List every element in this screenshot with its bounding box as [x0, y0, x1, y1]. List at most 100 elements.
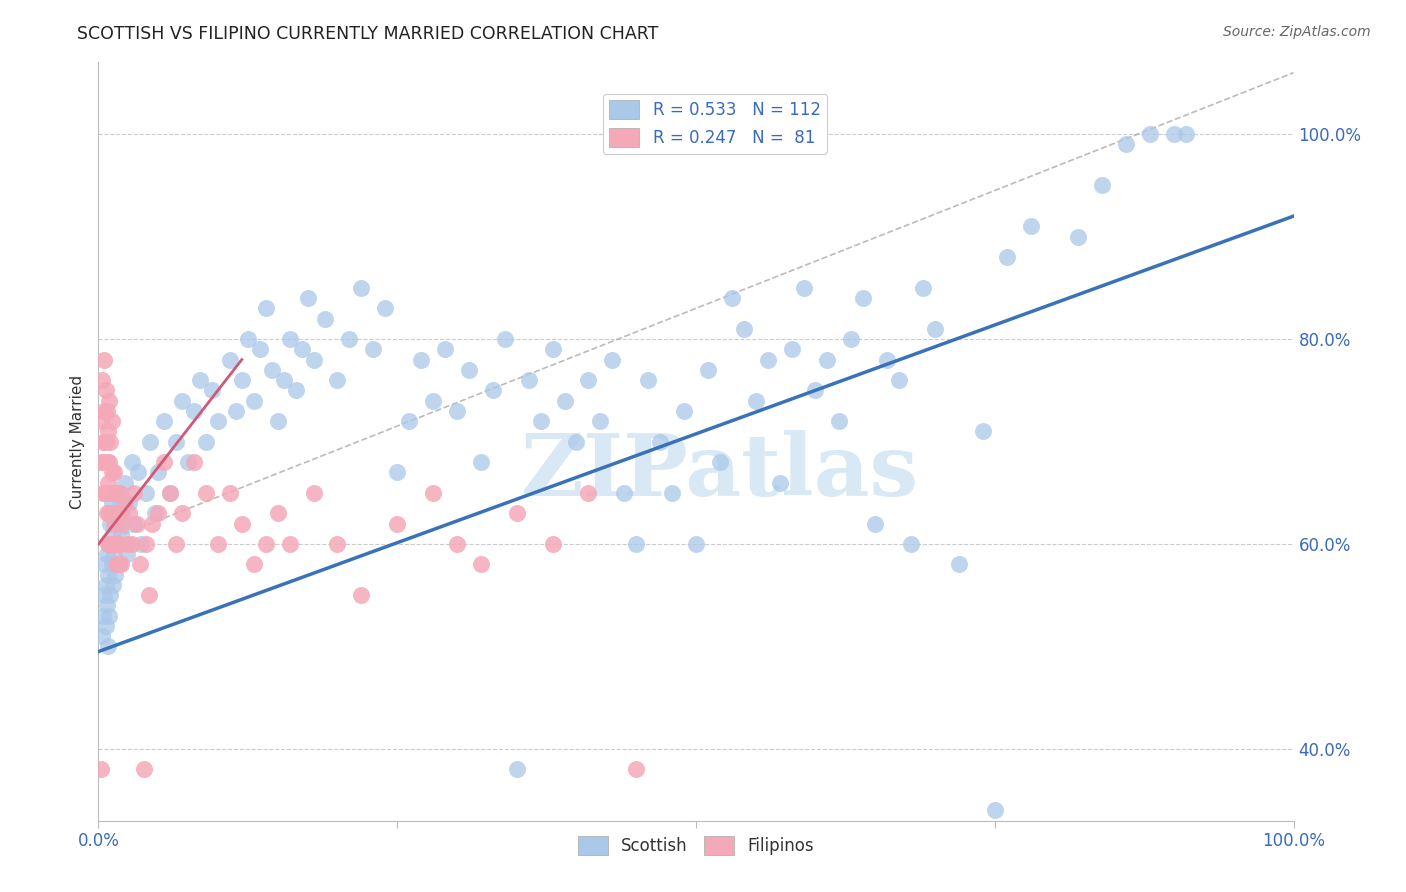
Point — [804, 384, 827, 398]
Point — [100, 506, 122, 520]
Point — [225, 404, 247, 418]
Point — [195, 485, 218, 500]
Point — [446, 537, 468, 551]
Point — [458, 363, 481, 377]
Point — [94, 485, 117, 500]
Point — [165, 537, 187, 551]
Point — [105, 506, 128, 520]
Point — [273, 373, 295, 387]
Point — [326, 537, 349, 551]
Point — [541, 343, 564, 357]
Point — [243, 558, 266, 572]
Point — [143, 506, 166, 520]
Point — [105, 537, 128, 551]
Point — [911, 281, 934, 295]
Point — [127, 465, 149, 479]
Point — [554, 393, 576, 408]
Point — [236, 332, 259, 346]
Point — [124, 485, 146, 500]
Point — [243, 393, 266, 408]
Point — [995, 250, 1018, 264]
Point — [422, 485, 444, 500]
Point — [768, 475, 790, 490]
Point — [159, 485, 181, 500]
Point — [101, 526, 124, 541]
Point — [91, 414, 114, 428]
Point — [1067, 229, 1090, 244]
Point — [94, 384, 117, 398]
Point — [541, 537, 564, 551]
Point — [434, 343, 457, 357]
Point — [118, 506, 141, 520]
Point — [506, 763, 529, 777]
Point — [107, 537, 129, 551]
Point — [201, 384, 224, 398]
Y-axis label: Currently Married: Currently Married — [69, 375, 84, 508]
Point — [648, 434, 672, 449]
Point — [828, 414, 851, 428]
Point — [110, 526, 132, 541]
Point — [267, 414, 290, 428]
Point — [98, 506, 121, 520]
Point — [96, 599, 118, 613]
Point — [900, 537, 922, 551]
Point — [148, 506, 170, 520]
Point — [172, 506, 194, 520]
Point — [626, 763, 648, 777]
Point — [793, 281, 815, 295]
Point — [602, 352, 624, 367]
Point — [121, 455, 143, 469]
Point — [148, 465, 170, 479]
Point — [98, 455, 121, 469]
Point — [470, 558, 492, 572]
Point — [91, 485, 114, 500]
Point — [177, 455, 200, 469]
Point — [104, 537, 127, 551]
Point — [302, 352, 325, 367]
Point — [626, 537, 648, 551]
Point — [267, 506, 290, 520]
Point — [326, 373, 349, 387]
Point — [661, 485, 683, 500]
Point — [278, 332, 301, 346]
Point — [98, 588, 122, 602]
Point — [103, 465, 125, 479]
Point — [103, 516, 125, 531]
Point — [98, 434, 122, 449]
Point — [188, 373, 211, 387]
Point — [100, 465, 122, 479]
Point — [135, 485, 157, 500]
Point — [107, 558, 129, 572]
Point — [98, 516, 122, 531]
Point — [135, 537, 157, 551]
Point — [494, 332, 516, 346]
Point — [297, 291, 319, 305]
Point — [517, 373, 540, 387]
Point — [284, 384, 307, 398]
Point — [159, 485, 181, 500]
Point — [100, 414, 122, 428]
Text: ZIPatlas: ZIPatlas — [520, 430, 920, 514]
Point — [131, 537, 153, 551]
Point — [115, 547, 138, 561]
Point — [1139, 127, 1161, 141]
Point — [96, 547, 118, 561]
Point — [578, 485, 600, 500]
Point — [302, 485, 325, 500]
Point — [363, 343, 385, 357]
Point — [339, 332, 361, 346]
Point — [101, 578, 124, 592]
Point — [219, 485, 242, 500]
Point — [506, 506, 529, 520]
Point — [745, 393, 768, 408]
Point — [780, 343, 803, 357]
Point — [841, 332, 863, 346]
Point — [411, 352, 433, 367]
Point — [96, 506, 118, 520]
Point — [98, 485, 122, 500]
Legend: Scottish, Filipinos: Scottish, Filipinos — [571, 829, 821, 862]
Point — [1115, 137, 1137, 152]
Point — [125, 516, 148, 531]
Point — [183, 404, 205, 418]
Point — [108, 537, 131, 551]
